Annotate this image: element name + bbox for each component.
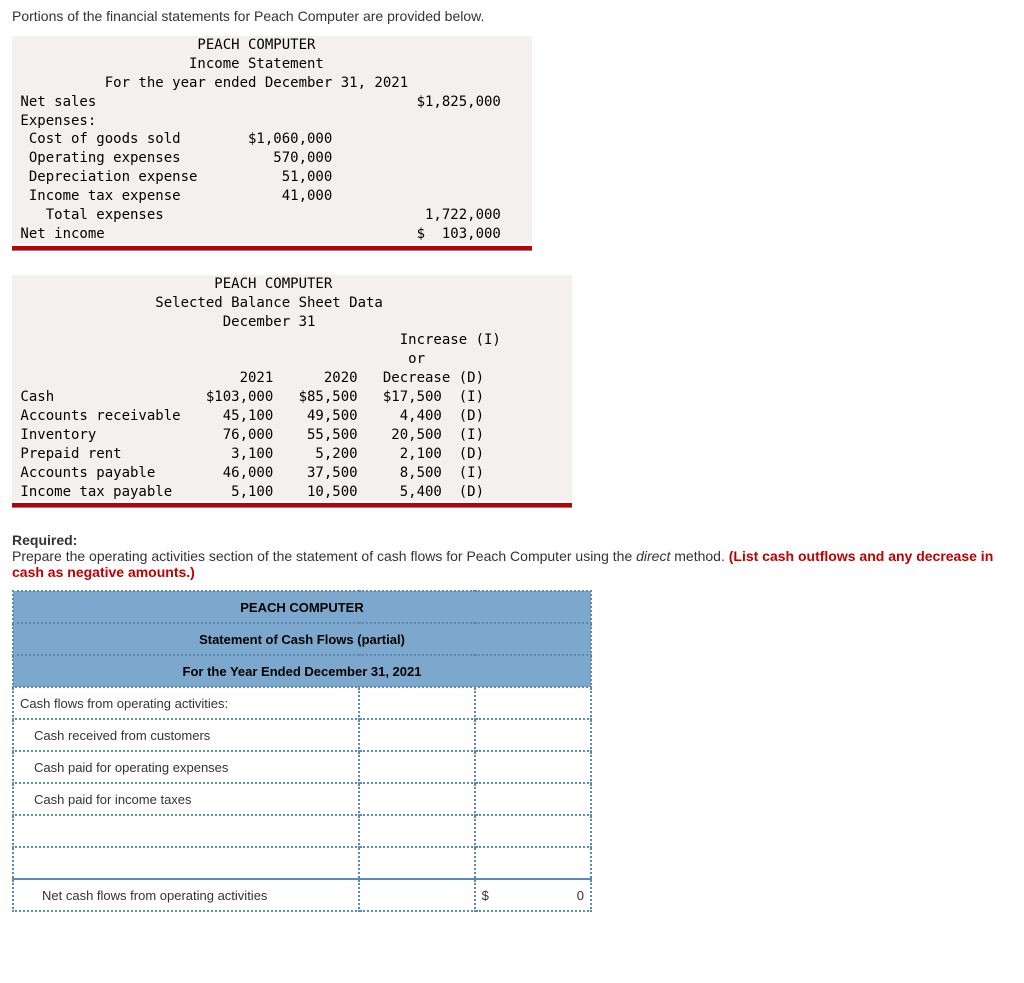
required-text: Prepare the operating activities section… bbox=[12, 548, 636, 564]
required-heading: Required: bbox=[12, 532, 77, 548]
answer-title: Statement of Cash Flows (partial) bbox=[13, 623, 591, 655]
answer-row-empty[interactable] bbox=[13, 815, 359, 847]
answer-cell[interactable] bbox=[475, 783, 591, 815]
answer-section: Cash flows from operating activities: bbox=[13, 687, 359, 719]
answer-cell[interactable] bbox=[359, 687, 475, 719]
answer-cell[interactable] bbox=[475, 815, 591, 847]
answer-net-label: Net cash flows from operating activities bbox=[13, 879, 359, 911]
answer-row[interactable]: Cash paid for operating expenses bbox=[13, 751, 359, 783]
balance-sheet-block: PEACH COMPUTER Selected Balance Sheet Da… bbox=[12, 275, 572, 502]
answer-cell[interactable] bbox=[475, 687, 591, 719]
required-italic: direct bbox=[636, 548, 670, 564]
answer-row[interactable]: Cash paid for income taxes bbox=[13, 783, 359, 815]
answer-cell[interactable] bbox=[359, 783, 475, 815]
answer-cell[interactable] bbox=[475, 719, 591, 751]
answer-cell[interactable] bbox=[475, 847, 591, 879]
answer-row-empty[interactable] bbox=[13, 847, 359, 879]
answer-company: PEACH COMPUTER bbox=[13, 591, 591, 623]
required-block: Required: Prepare the operating activiti… bbox=[12, 532, 1012, 580]
income-statement-block: PEACH COMPUTER Income Statement For the … bbox=[12, 36, 532, 244]
net-symbol: $ bbox=[482, 888, 489, 903]
answer-row[interactable]: Cash received from customers bbox=[13, 719, 359, 751]
answer-net-cell: $ 0 bbox=[475, 879, 591, 911]
divider-bar bbox=[12, 503, 572, 508]
answer-cell[interactable] bbox=[359, 879, 475, 911]
required-text-post: method. bbox=[670, 548, 728, 564]
answer-table: PEACH COMPUTER Statement of Cash Flows (… bbox=[12, 590, 592, 912]
answer-cell[interactable] bbox=[475, 751, 591, 783]
intro-text: Portions of the financial statements for… bbox=[12, 8, 1012, 24]
answer-cell[interactable] bbox=[359, 815, 475, 847]
net-value: 0 bbox=[577, 888, 584, 903]
answer-period: For the Year Ended December 31, 2021 bbox=[13, 655, 591, 687]
divider-bar bbox=[12, 246, 532, 251]
answer-cell[interactable] bbox=[359, 719, 475, 751]
answer-cell[interactable] bbox=[359, 847, 475, 879]
answer-cell[interactable] bbox=[359, 751, 475, 783]
